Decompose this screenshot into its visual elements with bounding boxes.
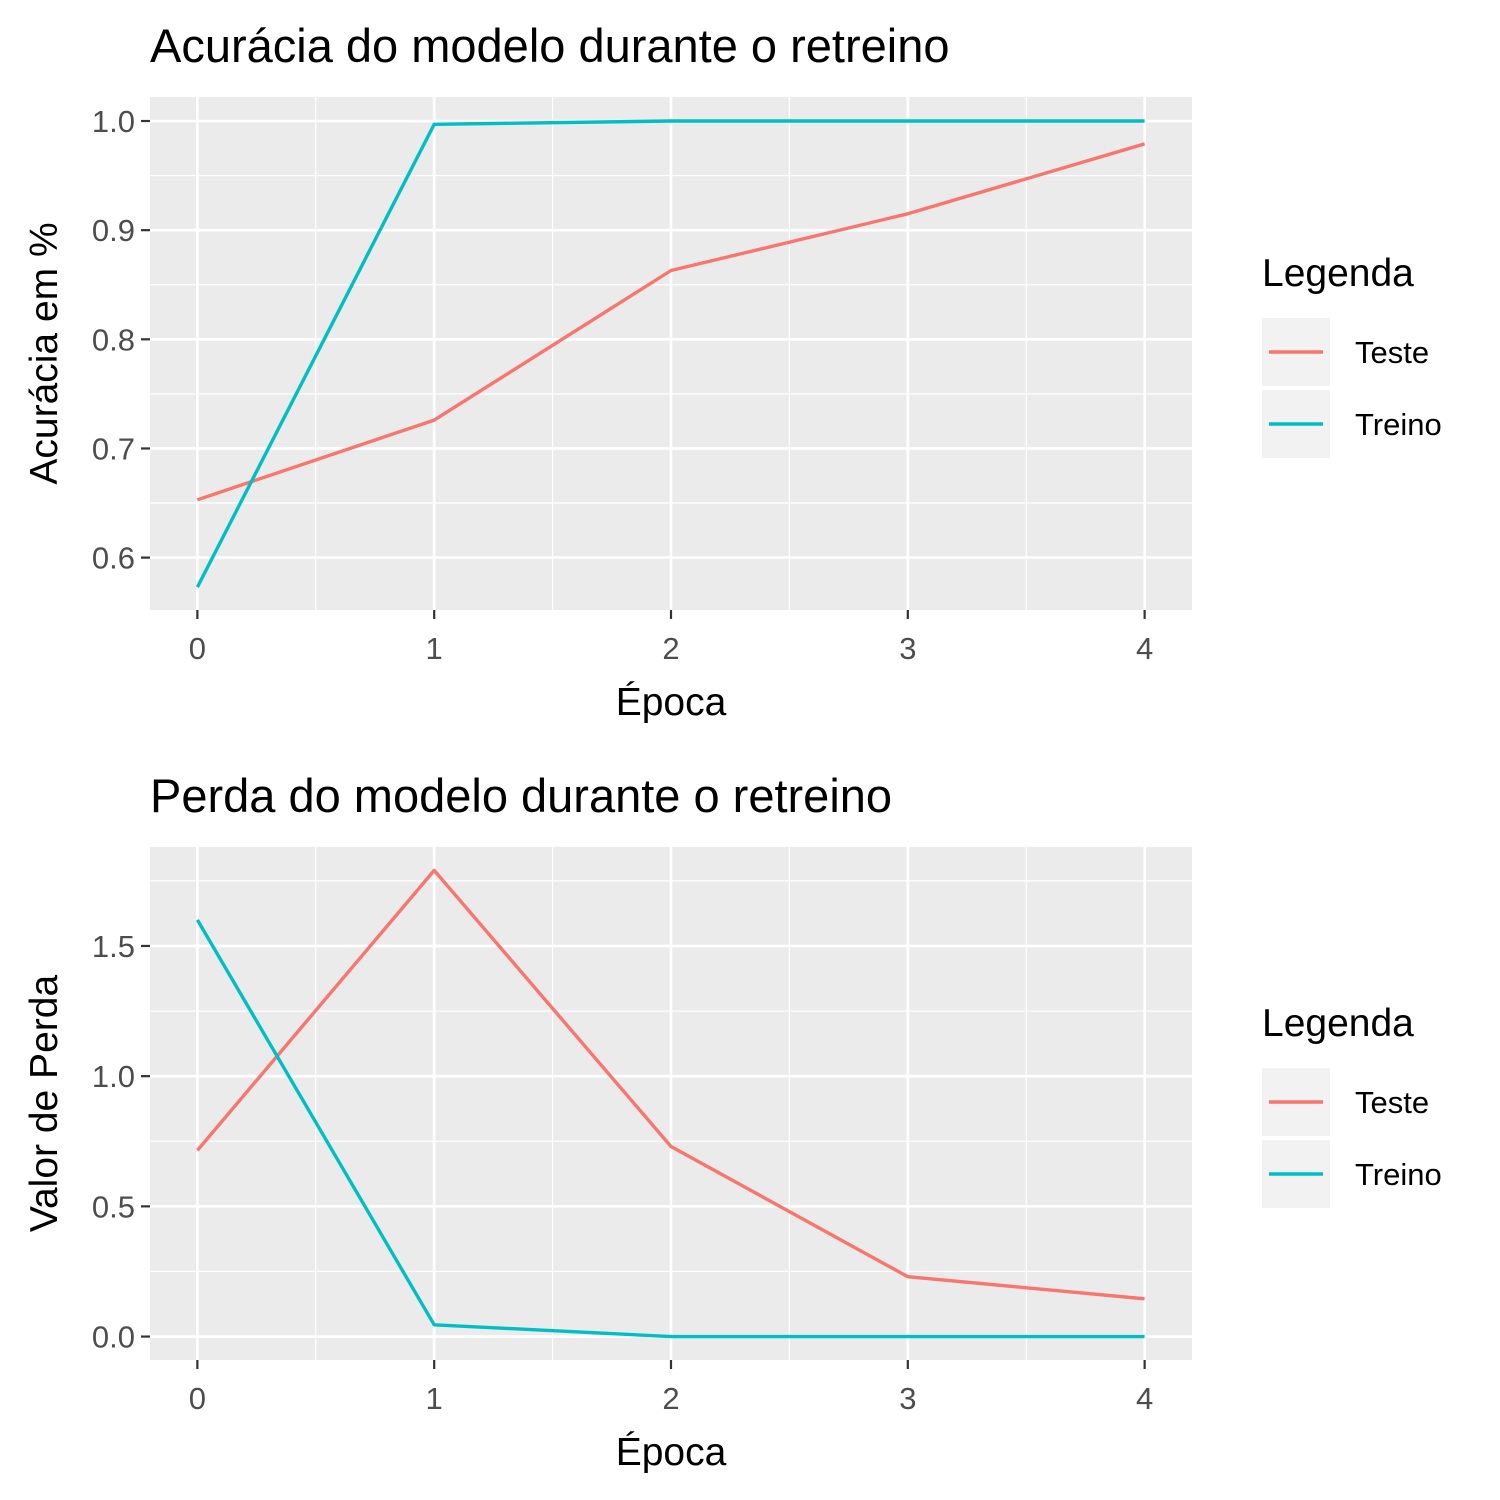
legend-label: Treino [1355,1157,1442,1192]
y-tick-label: 0.7 [92,431,135,466]
y-axis-title: Valor de Perda [23,975,66,1233]
legend-label: Teste [1355,335,1429,370]
y-tick-label: 1.0 [92,104,135,139]
x-axis-title: Época [616,681,727,724]
legend-title: Legenda [1262,1002,1414,1045]
y-axis-title: Acurácia em % [23,222,66,484]
legend-title: Legenda [1262,252,1414,295]
x-tick-label: 0 [189,631,206,666]
x-tick-label: 3 [899,631,916,666]
legend-label: Teste [1355,1085,1429,1120]
x-tick-label: 2 [662,631,679,666]
x-axis-title: Época [616,1431,727,1474]
series-line-teste [196,868,1145,1301]
y-tick-label: 0.6 [92,541,135,576]
chart-title: Perda do modelo durante o retreino [150,769,892,822]
y-tick-label: 0.8 [92,322,135,357]
series-line-treino [195,919,1145,1339]
x-tick-label: 3 [899,1381,916,1416]
y-tick-label: 1.0 [92,1059,135,1094]
x-tick-label: 2 [662,1381,679,1416]
y-tick-label: 1.5 [92,929,135,964]
chart-title: Acurácia do modelo durante o retreino [150,19,949,72]
x-tick-label: 4 [1136,1381,1153,1416]
series-line-teste [196,142,1146,502]
y-tick-label: 0.9 [92,213,135,248]
legend: Legenda Teste Treino [1262,252,1442,458]
loss-chart: Perda do modelo durante o retreino 0 1 2 3 4 0… [23,769,1442,1474]
x-tick-label: 1 [426,1381,443,1416]
series-line-treino [195,119,1145,588]
legend-label: Treino [1355,407,1442,442]
y-tick-label: 0.5 [92,1189,135,1224]
x-tick-label: 0 [189,1381,206,1416]
legend: Legenda Teste Treino [1262,1002,1442,1208]
x-tick-label: 1 [426,631,443,666]
accuracy-chart: Acurácia do modelo durante o retreino 0 1 2… [23,19,1442,724]
y-tick-label: 0.0 [92,1320,135,1355]
x-tick-label: 4 [1136,631,1153,666]
